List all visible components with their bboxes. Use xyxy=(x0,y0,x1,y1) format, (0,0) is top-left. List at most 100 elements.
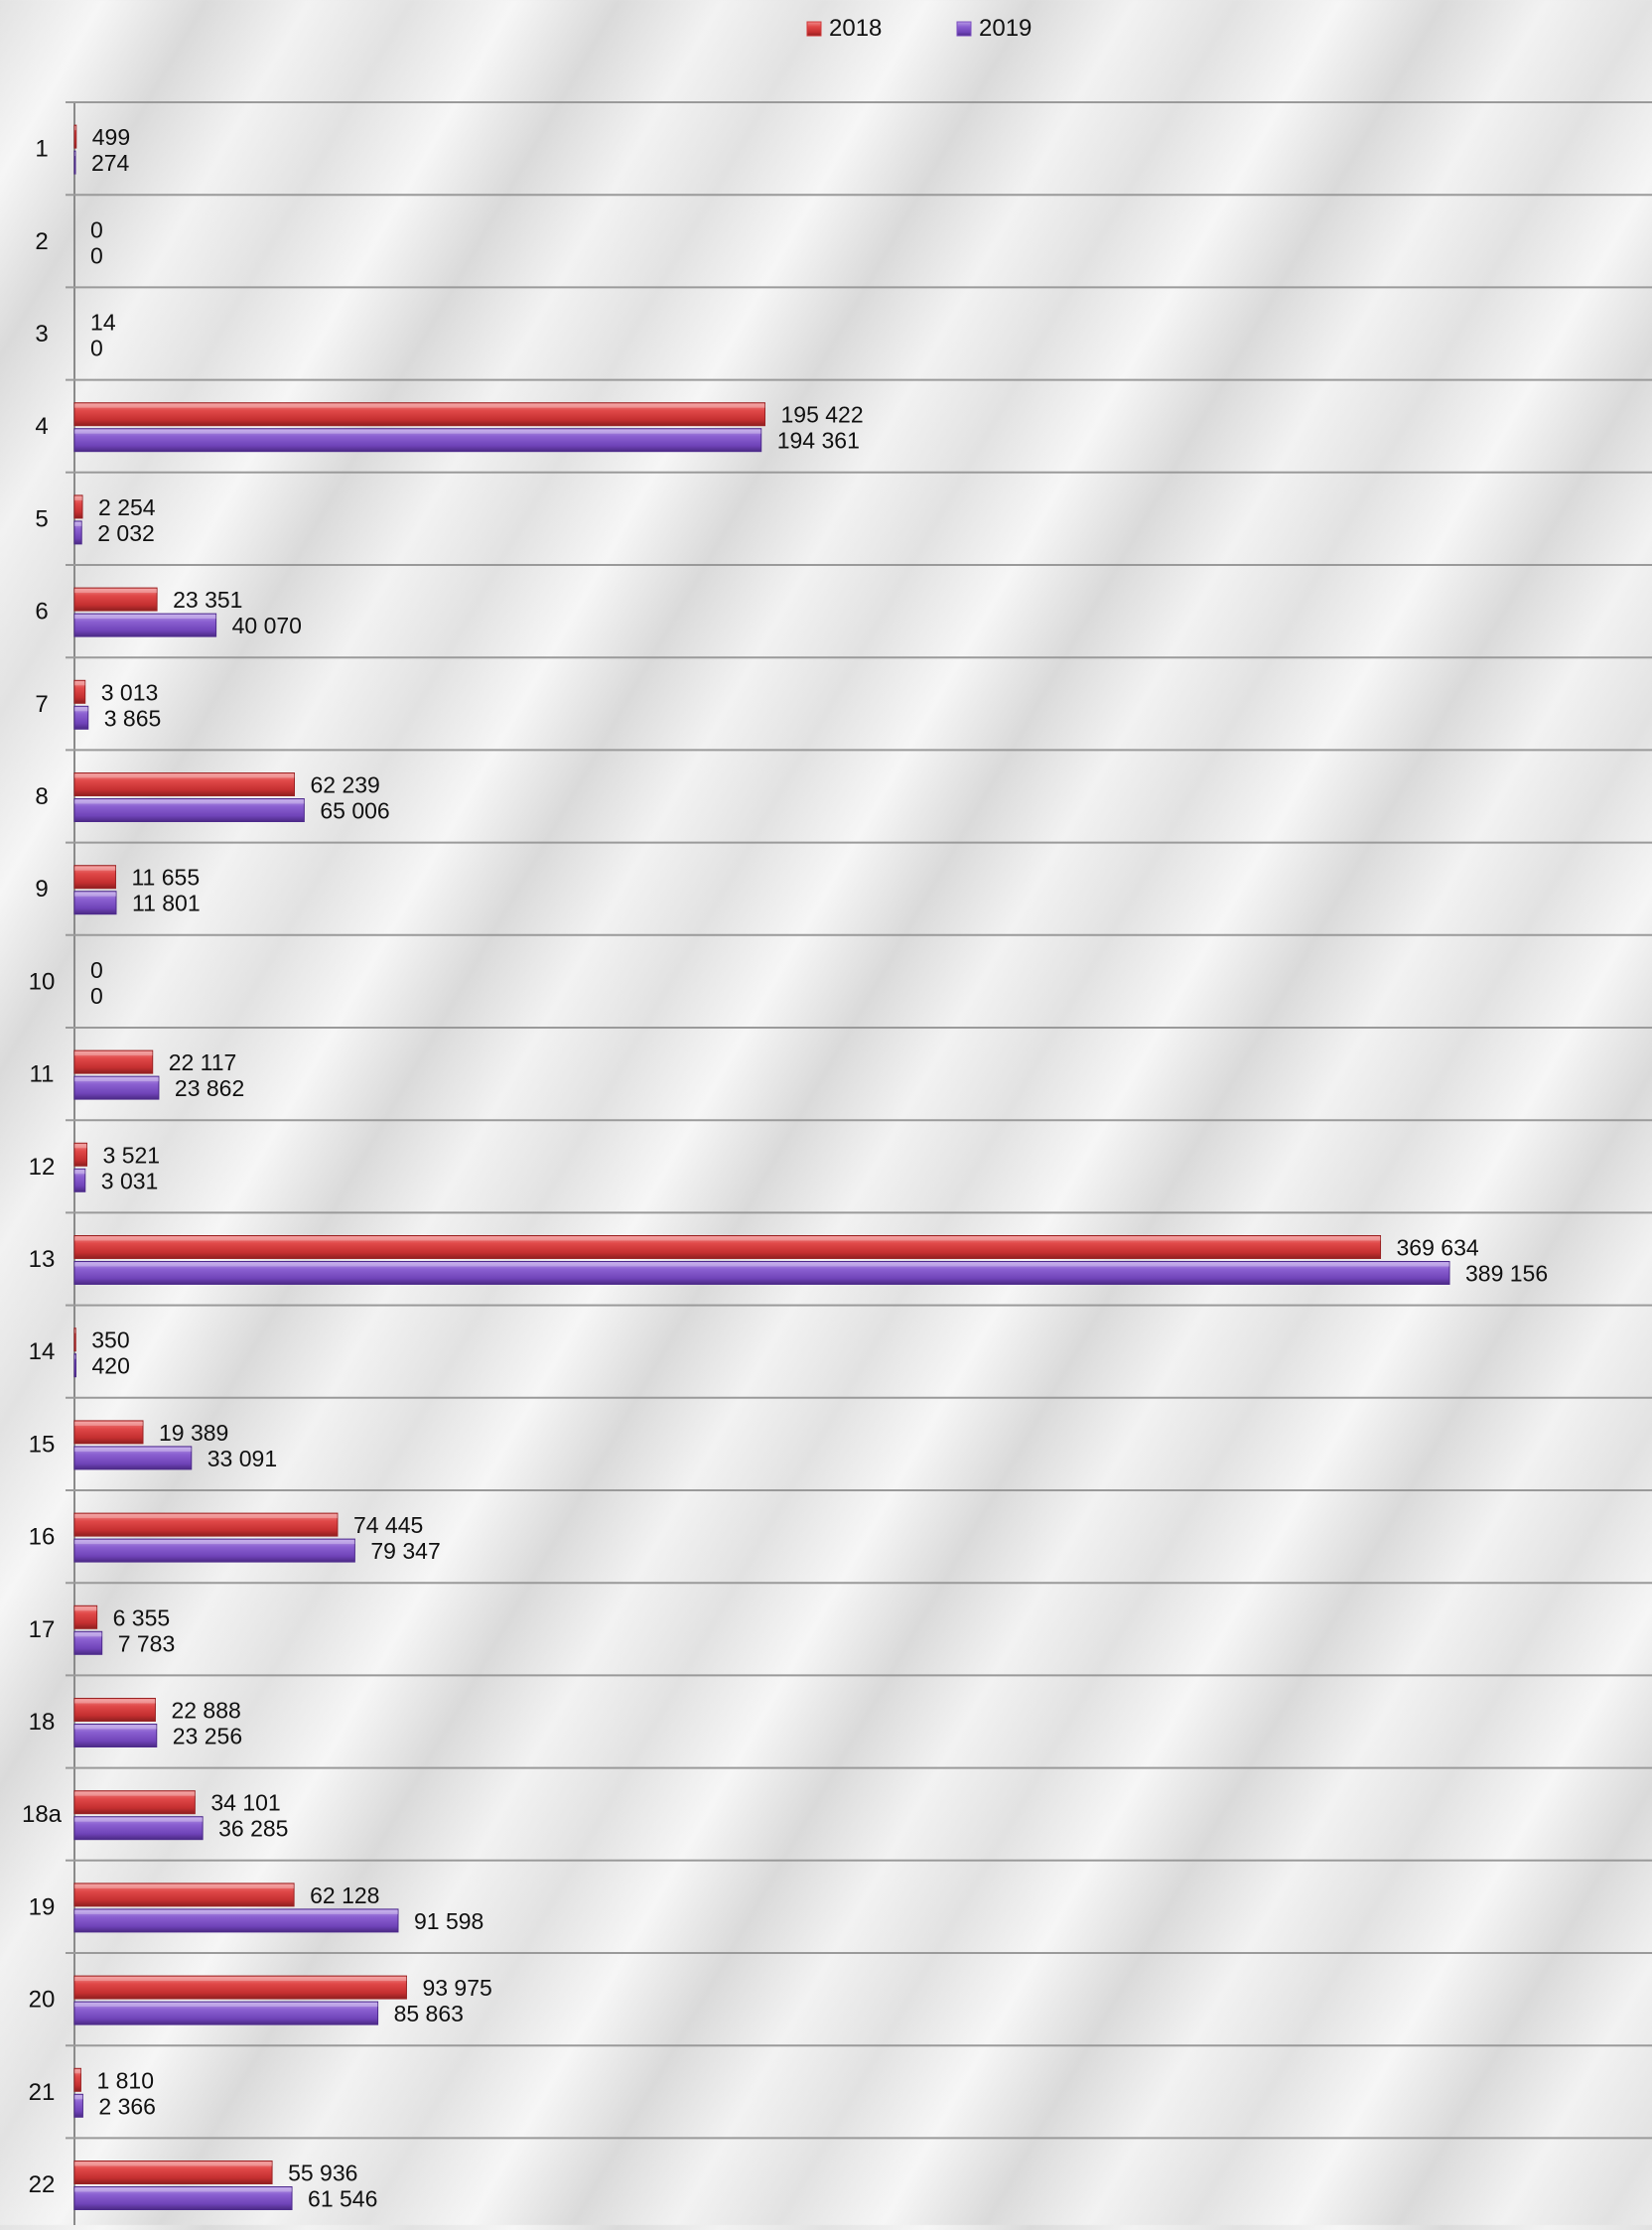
data-label-2018-19: 62 128 xyxy=(310,1882,379,1908)
category-tick-label: 13 xyxy=(29,1246,56,1273)
legend-swatch-2019 xyxy=(956,21,972,37)
bar-highlight xyxy=(74,2003,378,2008)
bar-2018-5 xyxy=(73,494,83,519)
bar-highlight xyxy=(74,799,305,804)
data-label-2019-14: 420 xyxy=(91,1353,129,1379)
bar-2018-22 xyxy=(73,2160,273,2184)
data-label-2019-15: 33 091 xyxy=(207,1446,277,1471)
bar-highlight xyxy=(74,1514,338,1519)
bar-highlight xyxy=(74,2095,83,2100)
bar-highlight xyxy=(74,152,75,157)
bar-2019-8 xyxy=(73,798,305,822)
data-label-2019-18: 23 256 xyxy=(173,1724,242,1749)
data-label-2018-22: 55 936 xyxy=(288,2160,357,2186)
data-label-2019-7: 3 865 xyxy=(104,705,162,731)
data-label-2018-18: 22 888 xyxy=(171,1698,240,1724)
data-label-2018-12: 3 521 xyxy=(103,1142,161,1168)
bar-2019-18 xyxy=(73,1724,158,1747)
data-label-2019-8: 65 006 xyxy=(320,798,389,824)
category-tick-label: 11 xyxy=(30,1061,55,1088)
bar-2018-12 xyxy=(73,1142,88,1167)
bar-2018-19 xyxy=(73,1882,295,1907)
category-tick-label: 21 xyxy=(29,2079,56,2106)
category-tick-label: 18a xyxy=(22,1801,63,1828)
bar-highlight xyxy=(74,1144,87,1149)
bar-2018-18a xyxy=(73,1790,196,1815)
category-tick-label: 19 xyxy=(29,1893,56,1920)
bar-2018-16 xyxy=(73,1512,339,1537)
bar-2019-13 xyxy=(73,1261,1450,1285)
bar-2019-6 xyxy=(73,613,217,637)
category-tick-label: 9 xyxy=(35,876,48,903)
data-label-2018-7: 3 013 xyxy=(101,679,159,705)
data-label-2019-10: 0 xyxy=(90,983,103,1009)
bar-2019-11 xyxy=(73,1075,160,1100)
bar-highlight xyxy=(74,615,216,620)
data-label-2018-15: 19 389 xyxy=(159,1420,228,1446)
category-tick-label: 1 xyxy=(35,136,48,163)
data-label-2018-9: 11 655 xyxy=(131,865,200,891)
bar-2019-9 xyxy=(73,891,117,915)
data-label-2018-1: 499 xyxy=(92,124,130,150)
category-tick-label: 5 xyxy=(35,505,48,532)
bar-2019-1 xyxy=(73,150,76,175)
bar-2018-4 xyxy=(73,402,766,427)
data-label-2019-13: 389 156 xyxy=(1465,1261,1548,1287)
bar-highlight xyxy=(74,1262,1449,1267)
bar-2019-20 xyxy=(73,2001,379,2025)
bar-highlight xyxy=(74,1632,102,1637)
bar-2019-12 xyxy=(73,1168,86,1192)
bar-highlight xyxy=(74,1791,196,1796)
bar-highlight xyxy=(74,2069,81,2074)
bar-2018-20 xyxy=(73,1975,407,2000)
bar-highlight xyxy=(74,521,82,526)
bar-highlight xyxy=(74,1909,398,1914)
bar-highlight xyxy=(74,2187,293,2192)
data-label-2018-6: 23 351 xyxy=(173,587,242,613)
category-tick-label: 6 xyxy=(35,599,48,626)
data-label-2018-21: 1 810 xyxy=(96,2067,154,2093)
bar-2018-8 xyxy=(73,772,296,796)
data-label-2019-12: 3 031 xyxy=(101,1168,159,1193)
data-label-2018-8: 62 239 xyxy=(311,772,380,798)
bar-highlight xyxy=(74,1354,76,1359)
legend-swatch-2018 xyxy=(806,21,822,37)
bar-2019-4 xyxy=(73,428,762,453)
bar-2018-21 xyxy=(73,2067,81,2092)
bar-highlight xyxy=(74,2161,273,2166)
bar-2018-9 xyxy=(73,865,116,890)
bar-2019-7 xyxy=(73,705,89,730)
data-label-2019-22: 61 546 xyxy=(308,2186,377,2212)
bar-highlight xyxy=(74,1170,85,1175)
bar-2019-17 xyxy=(73,1630,103,1655)
bar-2019-5 xyxy=(73,520,82,545)
category-tick-label: 2 xyxy=(35,228,48,255)
bar-highlight xyxy=(74,1077,159,1082)
category-tick-label: 20 xyxy=(29,1987,56,2014)
data-label-2018-14: 350 xyxy=(91,1327,129,1353)
bar-2019-15 xyxy=(73,1446,193,1470)
bar-2018-18 xyxy=(73,1698,156,1722)
data-label-2019-17: 7 783 xyxy=(118,1630,176,1656)
data-label-2018-4: 195 422 xyxy=(781,402,864,428)
bar-2018-17 xyxy=(73,1604,98,1629)
data-label-2018-10: 0 xyxy=(90,957,103,983)
category-tick-label: 17 xyxy=(29,1616,56,1643)
bar-highlight xyxy=(74,707,88,712)
data-label-2018-18a: 34 101 xyxy=(210,1790,280,1816)
data-label-2018-5: 2 254 xyxy=(98,494,156,520)
bar-highlight xyxy=(74,1421,144,1426)
data-label-2018-11: 22 117 xyxy=(169,1049,237,1075)
bar-2018-6 xyxy=(73,587,158,612)
data-label-2018-17: 6 355 xyxy=(113,1604,171,1630)
category-tick-label: 8 xyxy=(35,783,48,810)
data-label-2019-11: 23 862 xyxy=(175,1075,244,1101)
bar-highlight xyxy=(74,892,116,897)
bar-2018-15 xyxy=(73,1420,144,1445)
category-tick-label: 18 xyxy=(29,1709,56,1736)
bar-highlight xyxy=(74,495,83,500)
bar-2018-13 xyxy=(73,1235,1382,1259)
bar-highlight xyxy=(74,1606,97,1611)
